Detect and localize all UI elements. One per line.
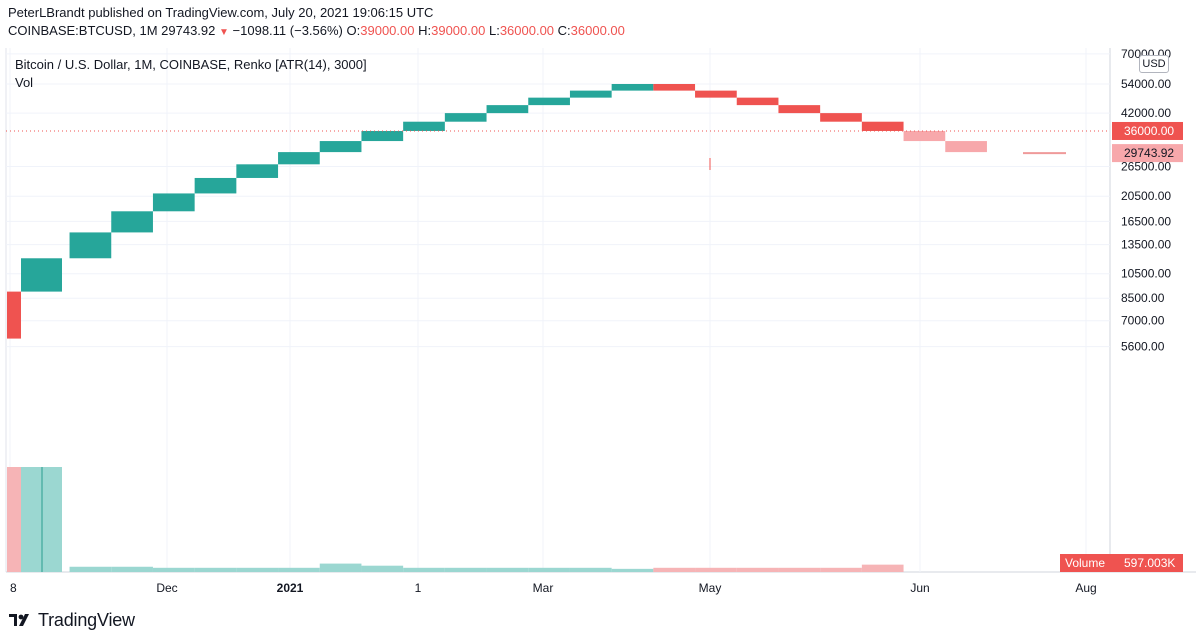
ohlc-close-value: 36000.00	[570, 23, 625, 38]
volume-label: Volume	[1065, 556, 1105, 570]
renko-brick	[403, 121, 445, 131]
volume-bar	[611, 568, 654, 572]
y-tick-label: 16500.00	[1121, 214, 1171, 228]
x-tick-label: 8	[10, 581, 17, 595]
x-tick-label: Dec	[156, 581, 177, 595]
x-tick-label: Mar	[533, 581, 554, 595]
renko-bricks	[7, 83, 1066, 339]
chart-legend-title: Bitcoin / U.S. Dollar, 1M, COINBASE, Ren…	[15, 57, 367, 72]
volume-bar	[486, 567, 529, 572]
volume-bar	[778, 567, 821, 572]
last-price: 29743.92	[161, 23, 216, 38]
volume-bar	[403, 567, 445, 572]
renko-brick	[21, 258, 62, 292]
volume-bar	[152, 567, 195, 572]
x-tick-label: 1	[415, 581, 422, 595]
tradingview-logo-icon	[9, 614, 29, 626]
tradingview-brand: TradingView	[38, 609, 135, 630]
volume-bar	[820, 567, 862, 572]
volume-bar	[361, 565, 404, 572]
publisher-line: PeterLBrandt published on TradingView.co…	[8, 5, 434, 20]
volume-bars	[7, 467, 904, 572]
down-arrow-icon: ▼	[219, 27, 229, 38]
renko-brick	[820, 113, 862, 122]
ohlc-open-value: 39000.00	[360, 23, 415, 38]
x-tick-label: Aug	[1075, 581, 1096, 595]
y-tick-label: 13500.00	[1121, 238, 1171, 252]
renko-brick	[903, 130, 946, 142]
volume-bar	[278, 567, 320, 572]
volume-label-bg	[1060, 554, 1183, 572]
volume-bar	[528, 567, 570, 572]
y-tick-label: 10500.00	[1121, 267, 1171, 281]
y-tick-label: 5600.00	[1121, 340, 1165, 354]
volume-bar	[194, 567, 237, 572]
renko-brick	[695, 90, 737, 98]
renko-brick	[319, 141, 362, 153]
last-price-label: 29743.92	[1124, 146, 1174, 160]
volume-bar	[319, 563, 362, 572]
volume-bar	[7, 467, 21, 572]
ohlc-open-key: O:	[346, 23, 361, 38]
x-tick-label: Jun	[910, 581, 929, 595]
ohlc-close-key: C:	[557, 23, 571, 38]
price-overlay: 36000.00 29743.92 Volume 597.003K	[6, 121, 1183, 572]
price-label-bg	[1112, 121, 1183, 140]
volume-bar	[569, 567, 612, 572]
volume-bar	[111, 566, 153, 572]
volume-indicator-label: Vol	[15, 75, 34, 90]
tradingview-logo[interactable]: TradingView	[8, 610, 135, 630]
renko-brick	[236, 164, 279, 178]
renko-brick	[361, 130, 404, 142]
renko-brick	[861, 121, 904, 131]
ohlc-high-value: 39000.00	[431, 23, 486, 38]
symbol-ohlc-line: COINBASE:BTCUSD, 1M 29743.92 ▼ −1098.11 …	[8, 23, 625, 38]
renko-brick	[111, 211, 153, 233]
y-tick-label: 42000.00	[1121, 106, 1171, 120]
volume-bar	[736, 567, 779, 572]
renko-brick	[444, 113, 487, 122]
renko-brick	[69, 232, 112, 259]
renko-brick	[278, 152, 320, 165]
renko-brick	[778, 105, 821, 114]
renko-brick	[194, 177, 237, 194]
y-tick-label: 54000.00	[1121, 77, 1171, 91]
y-tick-label: 26500.00	[1121, 159, 1171, 173]
renko-chart[interactable]: 36000.00 29743.92 Volume 597.003K 110000.00…	[0, 44, 1200, 604]
volume-bar	[444, 567, 487, 572]
renko-brick	[611, 83, 654, 91]
grid-lines	[5, 48, 1196, 573]
renko-brick	[736, 97, 779, 106]
price-axis: 110000.0090000.0070000.0054000.0042000.0…	[1121, 47, 1171, 354]
currency-button[interactable]: USD	[1139, 55, 1169, 73]
renko-brick	[7, 291, 21, 339]
renko-brick	[653, 83, 696, 91]
price-change: −1098.11 (−3.56%)	[232, 23, 343, 38]
time-axis: 8 Dec 2021 1 Mar May Jun Aug	[10, 581, 1097, 595]
y-tick-label: 20500.00	[1121, 189, 1171, 203]
y-tick-label: 8500.00	[1121, 291, 1165, 305]
renko-brick	[945, 141, 987, 153]
volume-bar	[653, 567, 696, 572]
last-price-label-bg	[1112, 144, 1183, 163]
renko-brick	[152, 193, 195, 212]
x-tick-label: May	[699, 581, 722, 595]
volume-bar	[861, 564, 904, 572]
symbol-label: COINBASE:BTCUSD, 1M	[8, 23, 158, 38]
volume-value: 597.003K	[1124, 556, 1175, 570]
ohlc-low-value: 36000.00	[499, 23, 555, 38]
renko-brick	[569, 90, 612, 98]
ohlc-low-key: L:	[488, 23, 500, 38]
x-tick-label: 2021	[277, 581, 304, 595]
renko-brick	[528, 97, 570, 106]
volume-bar	[695, 567, 737, 572]
y-tick-label: 7000.00	[1121, 314, 1165, 328]
volume-bar	[69, 566, 112, 572]
volume-bar	[236, 567, 279, 572]
ohlc-high-key: H:	[418, 23, 432, 38]
renko-brick	[486, 105, 529, 114]
current-price-label: 36000.00	[1124, 124, 1174, 138]
